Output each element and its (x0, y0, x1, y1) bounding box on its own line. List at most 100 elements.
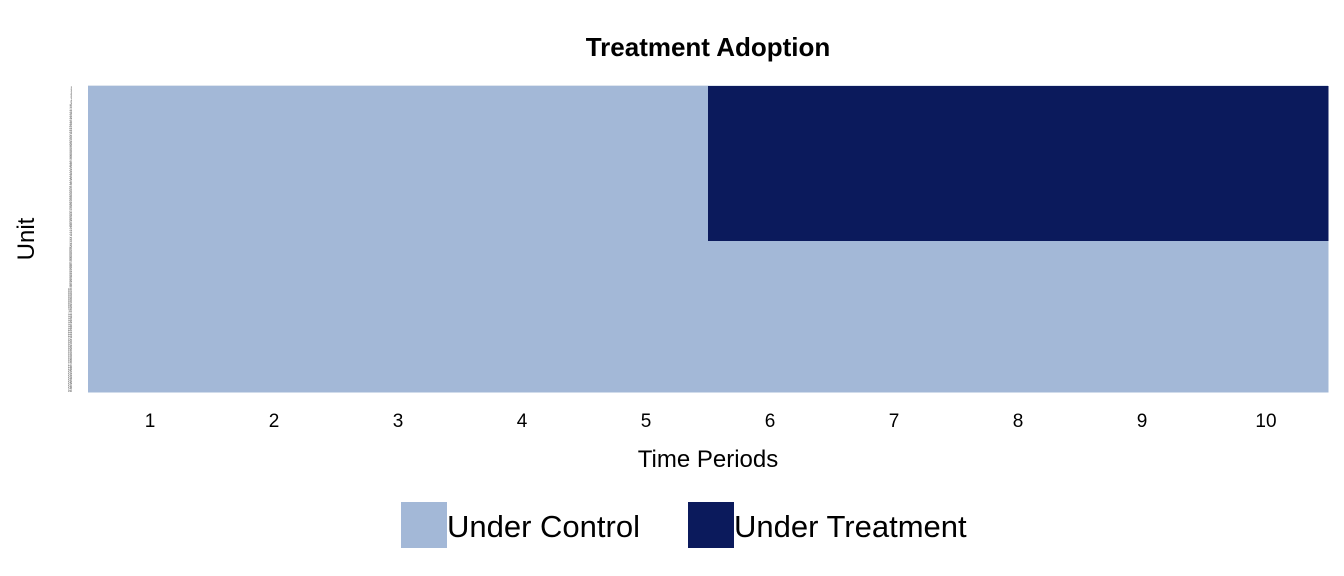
y-tick-label: 149 (68, 388, 73, 391)
heatmap-cell (584, 279, 709, 283)
heatmap-cell (88, 134, 213, 138)
heatmap-cell (832, 114, 957, 118)
heatmap-cell (460, 141, 585, 144)
heatmap-cell (1204, 281, 1329, 285)
heatmap-cell (212, 314, 337, 318)
heatmap-cell (336, 204, 461, 207)
heatmap-cell (956, 206, 1081, 209)
heatmap-cell (832, 310, 957, 314)
heatmap-cell (212, 338, 337, 342)
heatmap-cell (708, 145, 833, 148)
heatmap-cell (212, 234, 337, 238)
heatmap-cell (1080, 363, 1205, 367)
heatmap-cell (336, 338, 461, 342)
heatmap-cell (88, 279, 213, 283)
heatmap-cell (584, 167, 709, 171)
heatmap-cell (460, 357, 585, 360)
heatmap-cell (708, 336, 833, 340)
heatmap-cell (460, 324, 585, 328)
heatmap-cell (956, 326, 1081, 330)
heatmap-cell (212, 130, 337, 134)
heatmap-cell (212, 86, 337, 89)
heatmap-cell (584, 294, 709, 297)
heatmap-cell (708, 245, 833, 248)
heatmap-cell (584, 389, 709, 393)
heatmap-cell (1080, 157, 1205, 161)
heatmap-cell (336, 173, 461, 177)
heatmap-cell (1080, 132, 1205, 136)
y-tick-label: 116 (68, 320, 72, 323)
heatmap-cell (336, 251, 461, 254)
heatmap-cell (956, 86, 1081, 89)
heatmap-cell (88, 169, 213, 173)
heatmap-cell (708, 273, 833, 277)
heatmap-cell (336, 341, 461, 344)
heatmap-cell (584, 302, 709, 305)
y-tick-label: 79 (69, 245, 72, 248)
heatmap-cell (832, 90, 957, 93)
heatmap-cell (1204, 214, 1329, 218)
heatmap-cell (212, 116, 337, 120)
heatmap-cell (336, 161, 461, 165)
heatmap-cell (832, 149, 957, 152)
heatmap-cell (1204, 230, 1329, 234)
heatmap-cell (956, 112, 1081, 116)
heatmap-cell (460, 190, 585, 193)
heatmap-cell (460, 377, 585, 381)
heatmap-cell (1080, 251, 1205, 254)
heatmap-cell (88, 385, 213, 389)
heatmap-cell (584, 165, 709, 169)
heatmap-cell (1080, 298, 1205, 301)
heatmap-cell (1204, 149, 1329, 152)
heatmap-cell (212, 353, 337, 356)
heatmap-cell (832, 147, 957, 150)
heatmap-cell (336, 281, 461, 285)
heatmap-cell (1080, 116, 1205, 120)
heatmap-cell (1080, 230, 1205, 234)
heatmap-cell (1080, 294, 1205, 297)
heatmap-cell (708, 126, 833, 130)
heatmap-cell (956, 161, 1081, 165)
heatmap-cell (88, 230, 213, 234)
heatmap-cell (460, 228, 585, 232)
heatmap-cell (212, 292, 337, 295)
heatmap-cell (88, 234, 213, 238)
heatmap-cell (956, 259, 1081, 263)
heatmap-cell (956, 341, 1081, 344)
heatmap-cell (956, 192, 1081, 195)
heatmap-cell (460, 239, 585, 242)
heatmap-cell (1204, 287, 1329, 291)
heatmap-cell (708, 269, 833, 273)
heatmap-cell (584, 204, 709, 207)
heatmap-cell (460, 157, 585, 161)
heatmap-cell (1204, 338, 1329, 342)
heatmap-cell (956, 389, 1081, 393)
heatmap-cell (832, 302, 957, 305)
heatmap-cell (956, 281, 1081, 285)
heatmap-cell (460, 147, 585, 150)
heatmap-cell (708, 151, 833, 154)
heatmap-cell (212, 345, 337, 348)
heatmap-cell (708, 292, 833, 295)
heatmap-cell (1204, 375, 1329, 379)
heatmap-cell (832, 94, 957, 97)
heatmap-cell (212, 224, 337, 228)
heatmap-cell (708, 114, 833, 118)
heatmap-cell (708, 86, 833, 89)
heatmap-cell (832, 249, 957, 252)
heatmap-cell (708, 320, 833, 324)
heatmap-cell (708, 210, 833, 214)
heatmap-cell (336, 220, 461, 224)
heatmap-cell (832, 294, 957, 297)
heatmap-cell (336, 279, 461, 283)
heatmap-cell (1204, 343, 1329, 346)
y-tick-label: 82 (69, 251, 72, 254)
y-tick-label: 114 (68, 316, 72, 319)
heatmap-cell (460, 155, 585, 158)
heatmap-cell (1080, 302, 1205, 305)
heatmap-cell (212, 265, 337, 269)
heatmap-cell (584, 157, 709, 161)
heatmap-cell (584, 363, 709, 367)
heatmap-cell (460, 94, 585, 97)
heatmap-cell (88, 163, 213, 167)
